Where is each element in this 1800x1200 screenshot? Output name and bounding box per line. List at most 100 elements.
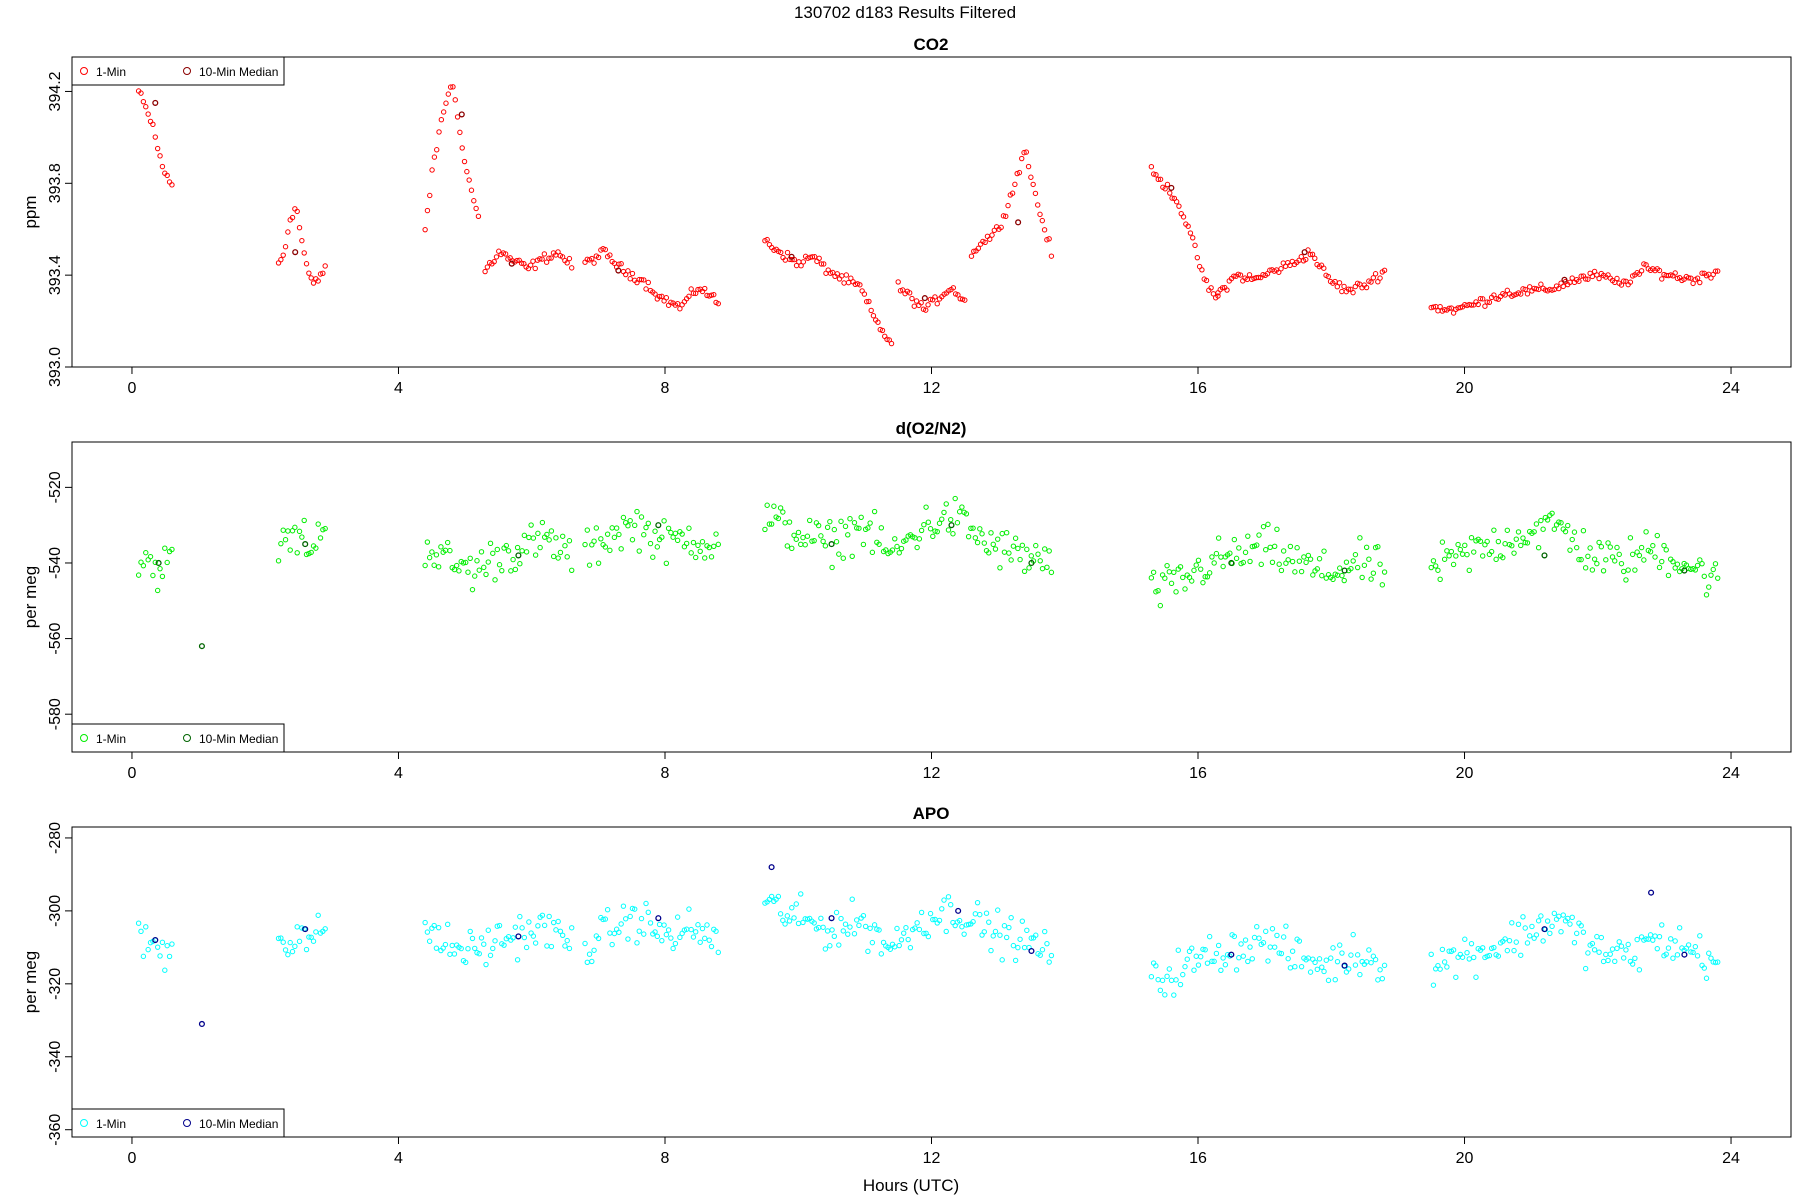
co2-1min-point bbox=[1377, 275, 1383, 281]
apo-1min-point bbox=[1621, 955, 1627, 961]
apo-1min-point bbox=[1607, 951, 1613, 957]
co2-1min-point bbox=[989, 232, 995, 238]
co2-1min-point bbox=[1046, 236, 1052, 242]
o2n2-1min-point bbox=[1157, 602, 1164, 609]
co2-1min-point bbox=[296, 225, 303, 231]
o2n2-1min-point bbox=[1211, 560, 1217, 566]
co2-median-point bbox=[152, 99, 159, 106]
o2n2-1min-point bbox=[1321, 548, 1327, 554]
apo-legend-box bbox=[71, 1108, 285, 1138]
o2n2-1min-point bbox=[791, 532, 797, 538]
apo-1min-point bbox=[308, 934, 314, 941]
co2-1min-point bbox=[1697, 279, 1703, 286]
apo-1min-point bbox=[1307, 969, 1314, 975]
apo-1min-point bbox=[1236, 955, 1242, 961]
co2-1min-point bbox=[143, 104, 149, 110]
co2-1min-point bbox=[1278, 266, 1284, 272]
apo-1min-point bbox=[645, 909, 651, 916]
co2-1min-point bbox=[147, 118, 154, 125]
co2-1min-point bbox=[285, 229, 291, 235]
apo-1min-point bbox=[1560, 912, 1566, 918]
o2n2-1min-point bbox=[456, 568, 462, 574]
apo-1min-point bbox=[426, 938, 433, 944]
apo-1min-point bbox=[647, 920, 654, 926]
co2-1min-point bbox=[157, 153, 163, 159]
apo-1min-point bbox=[1247, 944, 1253, 950]
co2-1min-point bbox=[1614, 275, 1620, 282]
co2-1min-point bbox=[811, 254, 818, 260]
o2n2-1min-point bbox=[1260, 523, 1267, 530]
o2n2-1min-point bbox=[645, 520, 651, 526]
o2n2-1min-point bbox=[1612, 558, 1618, 564]
apo-1min-point bbox=[1267, 944, 1273, 950]
o2n2-legend-median-marker bbox=[183, 734, 191, 742]
co2-1min-point bbox=[1153, 172, 1159, 178]
apo-plot-frame bbox=[71, 826, 1792, 1138]
apo-1min-point bbox=[896, 942, 902, 949]
apo-1min-point bbox=[1254, 924, 1260, 930]
apo-1min-point bbox=[528, 930, 534, 936]
o2n2-median-point bbox=[515, 552, 522, 559]
apo-1min-point bbox=[1278, 950, 1285, 957]
apo-1min-point bbox=[867, 925, 873, 931]
o2n2-1min-point bbox=[553, 535, 559, 541]
apo-1min-point bbox=[595, 935, 602, 942]
o2n2-ytick-label: -580 bbox=[47, 698, 64, 730]
o2n2-1min-point bbox=[1377, 561, 1383, 567]
o2n2-1min-point bbox=[1491, 527, 1497, 533]
o2n2-1min-point bbox=[1694, 562, 1701, 569]
o2n2-1min-point bbox=[1455, 541, 1461, 548]
apo-1min-point bbox=[1213, 950, 1220, 957]
apo-1min-point bbox=[164, 942, 170, 949]
o2n2-median-point bbox=[828, 541, 835, 548]
apo-1min-point bbox=[1706, 950, 1712, 956]
apo-1min-point bbox=[458, 945, 464, 952]
apo-1min-point bbox=[677, 934, 683, 941]
o2n2-1min-point bbox=[923, 504, 929, 510]
o2n2-1min-point bbox=[1280, 548, 1287, 554]
apo-1min-point bbox=[1177, 981, 1184, 988]
co2-1min-point bbox=[913, 298, 920, 304]
co2-1min-point bbox=[715, 300, 721, 307]
apo-1min-point bbox=[1006, 924, 1012, 931]
o2n2-median-point bbox=[1541, 552, 1548, 559]
apo-1min-point bbox=[663, 931, 670, 938]
co2-1min-point bbox=[863, 298, 870, 305]
co2-1min-point bbox=[625, 268, 631, 274]
apo-1min-point bbox=[1484, 953, 1490, 959]
o2n2-1min-point bbox=[1361, 562, 1368, 568]
co2-points bbox=[135, 84, 1721, 347]
apo-1min-point bbox=[315, 912, 321, 918]
apo-xtick-label: 4 bbox=[394, 1150, 403, 1167]
apo-1min-point bbox=[1614, 945, 1620, 952]
apo-median-point bbox=[198, 1020, 205, 1027]
o2n2-1min-point bbox=[793, 536, 799, 542]
o2n2-1min-point bbox=[1544, 517, 1551, 523]
apo-1min-point bbox=[1690, 949, 1696, 956]
o2n2-1min-point bbox=[1582, 565, 1589, 571]
co2-1min-point bbox=[537, 256, 543, 262]
apo-1min-point bbox=[1522, 925, 1528, 931]
apo-1min-point bbox=[1238, 941, 1244, 947]
co2-1min-point bbox=[906, 290, 913, 296]
o2n2-median-point bbox=[198, 643, 205, 650]
co2-1min-point bbox=[656, 293, 663, 300]
co2-legend: 1-Min 10-Min Median bbox=[71, 56, 285, 86]
o2n2-1min-point bbox=[1366, 556, 1372, 562]
apo-1min-point bbox=[704, 922, 710, 928]
o2n2-1min-point bbox=[1468, 535, 1475, 541]
o2n2-1min-point bbox=[438, 544, 444, 550]
o2n2-1min-point bbox=[1538, 517, 1544, 524]
apo-1min-point bbox=[1173, 977, 1179, 983]
apo-1min-point bbox=[634, 940, 640, 946]
co2-1min-point bbox=[641, 277, 647, 283]
o2n2-1min-point bbox=[514, 544, 521, 551]
co2-1min-point bbox=[1041, 227, 1048, 233]
co2-1min-point bbox=[1231, 273, 1237, 279]
o2n2-1min-point bbox=[1462, 542, 1468, 549]
o2n2-1min-point bbox=[1148, 575, 1155, 581]
apo-1min-point bbox=[1462, 936, 1468, 942]
o2n2-1min-point bbox=[1267, 544, 1273, 550]
co2-legend-median-label: 10-Min Median bbox=[199, 65, 278, 79]
o2n2-1min-point bbox=[771, 503, 777, 509]
